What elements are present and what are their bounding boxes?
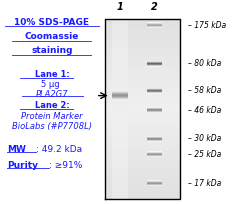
Text: – 58 kDa: – 58 kDa bbox=[187, 86, 220, 95]
Text: 10% SDS-PAGE: 10% SDS-PAGE bbox=[14, 18, 89, 27]
Text: Coomassie: Coomassie bbox=[24, 32, 79, 41]
Text: BioLabs (#P7708L): BioLabs (#P7708L) bbox=[12, 122, 92, 131]
Text: Purity: Purity bbox=[8, 161, 38, 170]
Text: 5 μg: 5 μg bbox=[41, 80, 62, 89]
Text: – 175 kDa: – 175 kDa bbox=[187, 21, 225, 30]
Text: PLA2G7: PLA2G7 bbox=[36, 90, 68, 99]
Text: 1: 1 bbox=[116, 2, 123, 12]
Text: – 80 kDa: – 80 kDa bbox=[187, 59, 220, 68]
Text: : ≥91%: : ≥91% bbox=[49, 161, 82, 170]
Text: – 46 kDa: – 46 kDa bbox=[187, 106, 220, 115]
Text: – 25 kDa: – 25 kDa bbox=[187, 150, 220, 159]
Text: – 30 kDa: – 30 kDa bbox=[187, 134, 220, 143]
Text: – 17 kDa: – 17 kDa bbox=[187, 179, 220, 188]
Text: Lane 1:: Lane 1: bbox=[34, 70, 69, 79]
Text: 2: 2 bbox=[150, 2, 157, 12]
Text: staining: staining bbox=[31, 47, 72, 55]
Text: MW: MW bbox=[8, 145, 26, 154]
Text: Protein Marker: Protein Marker bbox=[21, 112, 82, 121]
Text: : 49.2 kDa: : 49.2 kDa bbox=[36, 145, 82, 154]
Text: Lane 2:: Lane 2: bbox=[34, 101, 69, 110]
